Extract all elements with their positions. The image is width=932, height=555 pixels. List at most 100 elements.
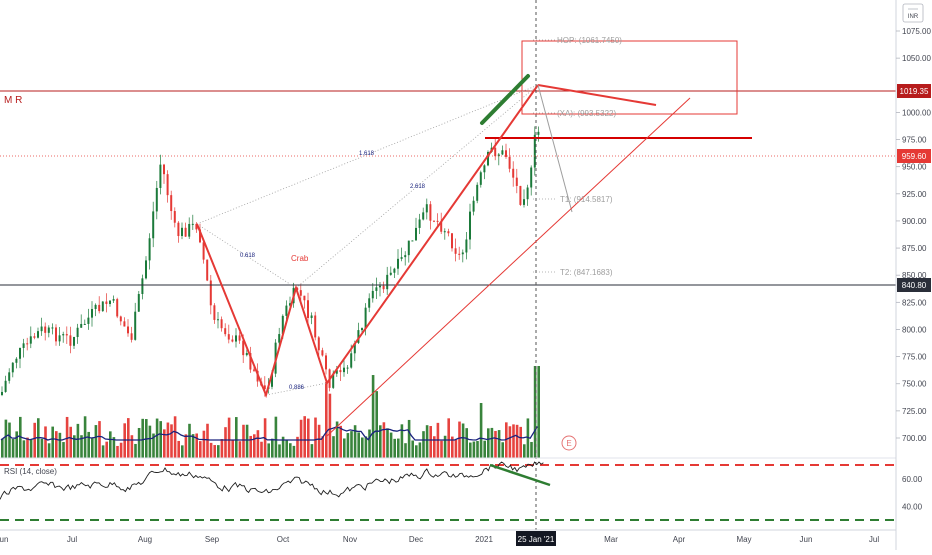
volume-bar (235, 417, 238, 458)
volume-bar (274, 416, 278, 458)
candle-body (353, 342, 356, 354)
volume-bar (353, 425, 357, 458)
candle-body (127, 326, 129, 334)
time-axis[interactable]: Jun Jul Aug Sep Oct Nov Dec 2021 25 Jan '21 Mar Ap… (0, 531, 879, 546)
candle-body (105, 301, 108, 304)
event-marker-label: E (566, 439, 571, 448)
earnings-event-marker[interactable] (561, 435, 577, 451)
candle-body (339, 370, 342, 373)
candle-body (173, 211, 176, 223)
time-tick-label: Apr (673, 535, 686, 544)
candle-body (310, 315, 313, 319)
candle-body (76, 327, 79, 338)
candle-body (184, 227, 187, 237)
candle-body (433, 220, 435, 222)
volume-bar (512, 424, 515, 458)
candle-body (253, 369, 255, 371)
candle-body (512, 168, 515, 178)
candle-body (314, 315, 317, 338)
candle-body (98, 304, 101, 312)
candle-body (249, 353, 252, 370)
volume-bar (289, 443, 292, 458)
candle-body (332, 373, 335, 388)
price-axis[interactable]: 1075.00 1050.00 1000.00 975.00 950.00 925.00 9… (896, 27, 931, 443)
candle-body (137, 294, 140, 312)
volume-bar (65, 416, 69, 458)
volume-bar (314, 417, 317, 458)
volume-bar (364, 436, 368, 458)
candle-body (389, 272, 392, 275)
candle-body (134, 311, 137, 340)
price-tick-label: 700.00 (902, 434, 927, 443)
volume-bar (73, 435, 76, 458)
candle-body (145, 260, 147, 279)
candle-body (461, 252, 464, 255)
volume-bar (472, 441, 476, 458)
volume-bar (260, 441, 263, 458)
candle-body (195, 223, 198, 230)
candle-body (476, 184, 479, 201)
candle-body (497, 154, 500, 157)
volume-bar (429, 426, 432, 458)
volume-bar (375, 391, 378, 458)
t1-label: T1: (914.5817) (560, 195, 613, 204)
xa-label: (XA): (993.5322) (557, 109, 616, 118)
volume-bar (58, 432, 62, 458)
candle-body (533, 134, 536, 168)
price-tick-label: 775.00 (902, 353, 927, 362)
candle-body (91, 309, 93, 318)
volume-bar (253, 434, 256, 458)
mr-label: M R (4, 95, 22, 106)
volume-bar (386, 428, 389, 458)
rsi-axis[interactable]: 60.00 40.00 (902, 475, 923, 512)
candle-body (307, 300, 309, 319)
price-tick-label: 725.00 (902, 407, 927, 416)
volume-bar (62, 442, 65, 458)
candle-body (501, 150, 504, 155)
volume-bar (159, 421, 162, 458)
crab-pattern-legs[interactable] (196, 84, 539, 399)
candle-body (429, 204, 432, 221)
candle-body (191, 223, 194, 225)
volume-bar (371, 375, 375, 458)
candle-body (346, 367, 349, 369)
volume-bar (508, 426, 512, 458)
ac-fib-connector (265, 382, 328, 396)
candle-body (209, 280, 212, 306)
rsi-divergence-line[interactable] (489, 463, 551, 487)
projection-line[interactable] (537, 84, 657, 106)
volume-bar (238, 441, 242, 458)
candle-body (447, 231, 450, 234)
volume-bar (55, 431, 58, 458)
price-divergence-line[interactable] (480, 74, 530, 125)
candle-body (220, 319, 223, 329)
candle-body (303, 295, 306, 301)
candle-body (519, 185, 522, 205)
volume-bar (418, 442, 422, 458)
price-tick-label: 925.00 (902, 190, 927, 199)
price-tick-label: 950.00 (902, 163, 927, 172)
volume-bar (325, 382, 328, 458)
volume-bar (80, 435, 83, 458)
candle-body (382, 285, 385, 290)
volume-bar (533, 366, 537, 458)
volume-bar (490, 427, 494, 458)
symbol-badge[interactable]: INR (902, 3, 924, 23)
candle-body (411, 240, 414, 242)
candle-body (11, 362, 14, 373)
volume-bar (170, 424, 173, 458)
candle-body (386, 274, 389, 290)
resistance-price-text: 1019.35 (900, 87, 929, 96)
fib-target-box[interactable] (521, 40, 738, 115)
time-tick-label: May (736, 535, 751, 544)
candle-body (19, 347, 21, 359)
volume-bar (407, 419, 411, 458)
candle-body (202, 242, 205, 260)
volume-bar (69, 426, 72, 458)
volume-bar (249, 435, 252, 458)
hop-label: HOP: (1061.7450) (557, 36, 622, 45)
rising-trendline[interactable] (326, 97, 691, 437)
volume-bar (130, 435, 134, 458)
